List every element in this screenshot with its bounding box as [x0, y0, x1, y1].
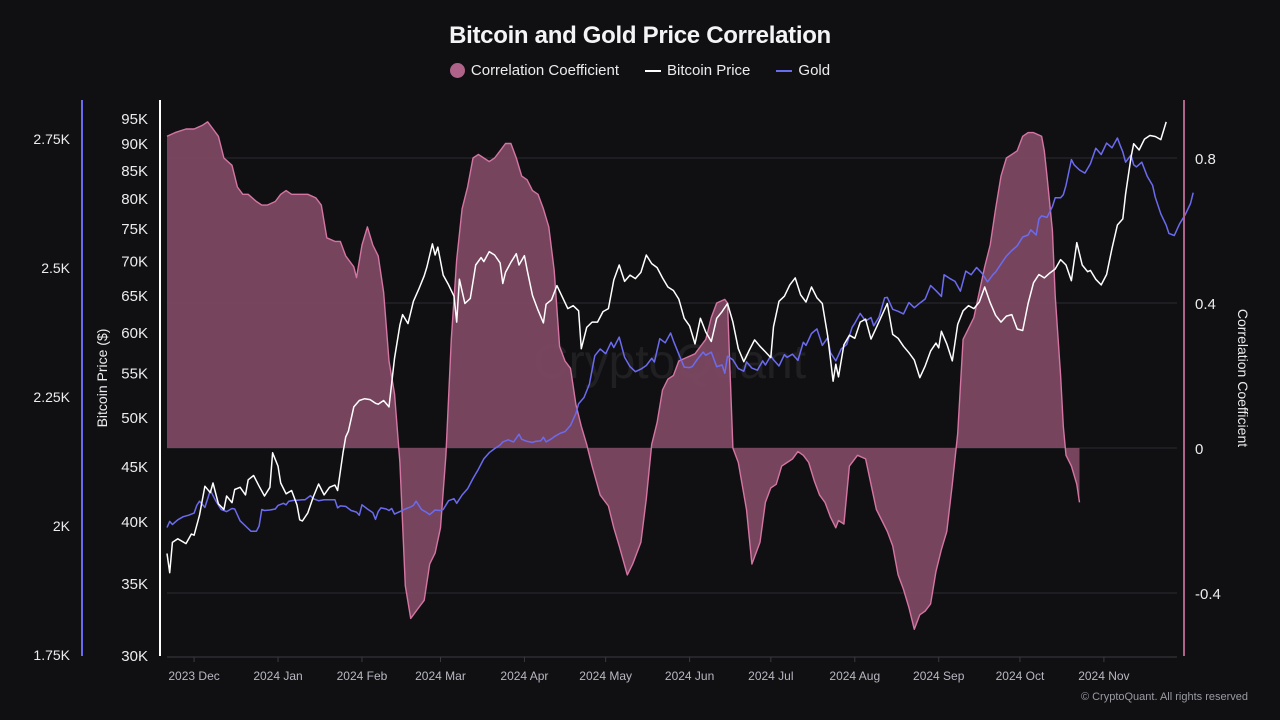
btc-tick-label: 70K	[121, 253, 148, 270]
gold-tick-label: 2.75K	[33, 131, 70, 147]
axes: 1.75K 2K 2.25K 2.5K 2.75K 30K 35K 40K 45K 50K 55K 6…	[33, 100, 1251, 683]
gold-price-line	[166, 137, 1194, 532]
x-tick-label: 2024 Mar	[415, 669, 466, 683]
btc-tick-label: 55K	[121, 366, 148, 383]
corr-tick-label: 0.8	[1195, 151, 1216, 168]
x-tick-label: 2024 Jun	[665, 669, 714, 683]
btc-tick-label: 90K	[121, 136, 148, 153]
x-tick-label: 2024 May	[579, 669, 632, 683]
legend-line-icon	[645, 69, 662, 72]
btc-tick-label: 65K	[121, 288, 148, 305]
legend-dot-icon	[449, 63, 465, 78]
gold-tick-label: 1.75K	[33, 647, 70, 663]
x-tick-label: 2024 Jan	[253, 669, 302, 683]
btc-tick-label: 45K	[121, 459, 148, 476]
x-tick-label: 2024 Oct	[996, 669, 1045, 683]
correlation-line	[166, 121, 1081, 630]
btc-tick-label: 80K	[121, 191, 148, 208]
btc-tick-label: 60K	[121, 325, 148, 342]
legend-item-correlation[interactable]: Correlation Coefficient	[449, 62, 620, 79]
x-tick-label: 2024 Sep	[913, 669, 965, 683]
correlation-series	[166, 121, 1081, 630]
btc-tick-label: 30K	[121, 648, 148, 665]
bitcoin-series	[166, 121, 1167, 574]
gold-tick-label: 2.5K	[41, 260, 70, 276]
bitcoin-price-line	[166, 121, 1167, 574]
legend-item-gold[interactable]: Gold	[776, 62, 830, 79]
corr-axis-title: Correlation Coefficient	[1235, 309, 1251, 447]
legend: Correlation Coefficient Bitcoin Price Go…	[0, 62, 1280, 79]
btc-tick-label: 85K	[121, 163, 148, 180]
btc-tick-label: 95K	[121, 111, 148, 128]
x-tick-label: 2024 Aug	[829, 669, 880, 683]
legend-label: Gold	[798, 62, 831, 79]
legend-line-icon	[776, 69, 793, 72]
corr-tick-label: 0.4	[1195, 296, 1216, 313]
corr-tick-label: -0.4	[1195, 586, 1221, 603]
gold-tick-label: 2K	[53, 518, 71, 534]
copyright: © CryptoQuant. All rights reserved	[1080, 691, 1248, 703]
btc-axis-title: Bitcoin Price ($)	[94, 329, 110, 428]
x-tick-label: 2024 Apr	[500, 669, 548, 683]
legend-label: Correlation Coefficient	[470, 62, 620, 79]
btc-tick-label: 50K	[121, 410, 148, 427]
correlation-area	[167, 121, 1080, 630]
x-tick-label: 2023 Dec	[168, 669, 219, 683]
btc-tick-label: 75K	[121, 221, 148, 238]
legend-label: Bitcoin Price	[667, 62, 751, 79]
gold-tick-label: 2.25K	[33, 389, 70, 405]
x-tick-label: 2024 Feb	[337, 669, 388, 683]
x-tick-label: 2024 Nov	[1078, 669, 1129, 683]
x-tick-label: 2024 Jul	[748, 669, 793, 683]
btc-tick-label: 35K	[121, 576, 148, 593]
chart-title: Bitcoin and Gold Price Correlation	[449, 22, 831, 49]
corr-tick-label: 0	[1195, 441, 1203, 458]
legend-item-bitcoin[interactable]: Bitcoin Price	[645, 62, 750, 79]
btc-tick-label: 40K	[121, 514, 148, 531]
gold-series	[166, 137, 1194, 532]
